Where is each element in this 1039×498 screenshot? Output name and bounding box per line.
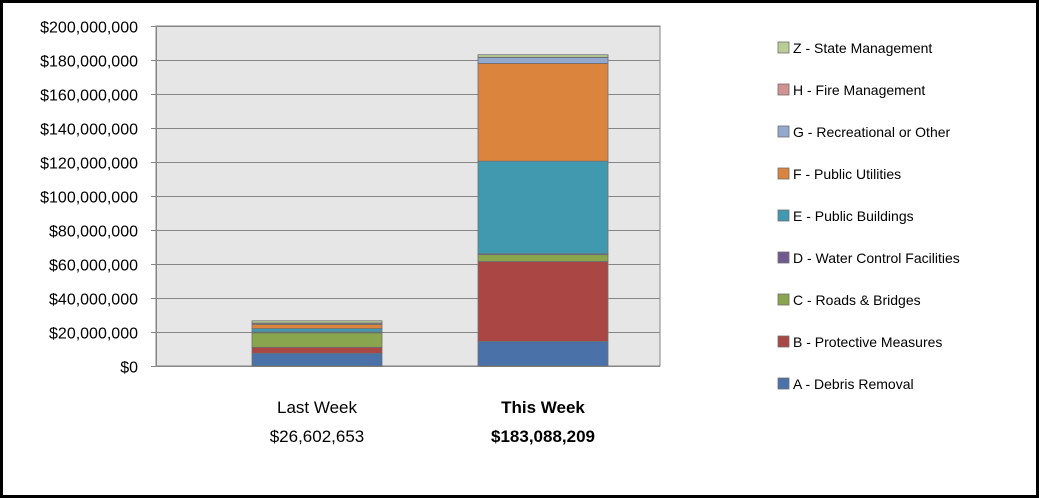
- y-tick-label: $180,000,000: [40, 54, 138, 71]
- legend-swatch: [777, 125, 790, 138]
- y-tick-label: $100,000,000: [40, 190, 138, 207]
- legend-item: E - Public Buildings: [777, 208, 914, 224]
- bar-segment: [477, 63, 609, 162]
- y-tick-label: $40,000,000: [49, 292, 138, 309]
- y-tick-label: $20,000,000: [49, 326, 138, 343]
- bar-segment: [477, 57, 609, 64]
- legend-label: H - Fire Management: [793, 82, 925, 98]
- y-tick-label: $140,000,000: [40, 122, 138, 139]
- legend-swatch: [777, 41, 790, 54]
- legend-swatch: [777, 167, 790, 180]
- legend-item: D - Water Control Facilities: [777, 250, 960, 266]
- x-axis-labels: Last Week $26,602,653 This Week $183,088,20…: [270, 398, 595, 446]
- y-tick-label: $0: [120, 360, 138, 377]
- legend-label: D - Water Control Facilities: [793, 250, 960, 266]
- bar-segment: [477, 254, 609, 262]
- legend-swatch: [777, 293, 790, 306]
- bar-segment: [251, 352, 383, 367]
- legend-item: G - Recreational or Other: [777, 124, 951, 140]
- legend-item: A - Debris Removal: [777, 376, 914, 392]
- legend: Z - State Management H - Fire Management G…: [777, 40, 960, 392]
- legend-item: Z - State Management: [777, 40, 932, 56]
- bar-segment: [251, 328, 383, 333]
- legend-label: Z - State Management: [793, 40, 932, 56]
- x-category-total: $26,602,653: [270, 427, 365, 446]
- legend-label: G - Recreational or Other: [793, 124, 951, 140]
- bar-segment: [477, 160, 609, 255]
- x-category-label: This Week: [501, 398, 585, 417]
- bar-segment: [477, 340, 609, 367]
- bar-segment: [477, 261, 609, 342]
- legend-label: A - Debris Removal: [793, 376, 914, 392]
- x-category-total: $183,088,209: [491, 427, 595, 446]
- bar-segment: [251, 323, 383, 330]
- x-category-label: Last Week: [277, 398, 358, 417]
- bar-stack: [251, 320, 383, 367]
- bar-segment: [251, 332, 383, 348]
- legend-swatch: [777, 377, 790, 390]
- bars: [251, 54, 609, 367]
- y-tick-label: $60,000,000: [49, 258, 138, 275]
- legend-item: B - Protective Measures: [777, 334, 942, 350]
- legend-label: F - Public Utilities: [793, 166, 901, 182]
- legend-label: E - Public Buildings: [793, 208, 914, 224]
- bar-segment: [477, 54, 609, 58]
- legend-swatch: [777, 83, 790, 96]
- legend-item: C - Roads & Bridges: [777, 292, 921, 308]
- legend-swatch: [777, 335, 790, 348]
- y-tick-label: $120,000,000: [40, 156, 138, 173]
- legend-swatch: [777, 209, 790, 222]
- y-tick-label: $200,000,000: [40, 20, 138, 37]
- legend-item: F - Public Utilities: [777, 166, 901, 182]
- legend-item: H - Fire Management: [777, 82, 925, 98]
- y-tick-label: $160,000,000: [40, 88, 138, 105]
- y-tick-label: $80,000,000: [49, 224, 138, 241]
- legend-label: C - Roads & Bridges: [793, 292, 921, 308]
- y-axis: $0 $20,000,000 $40,000,000 $60,000,000 $80,0…: [40, 20, 157, 377]
- bar-stack: [477, 54, 609, 367]
- legend-label: B - Protective Measures: [793, 334, 942, 350]
- bar-segment: [251, 320, 383, 324]
- legend-swatch: [777, 251, 790, 264]
- bar-segment: [251, 346, 383, 354]
